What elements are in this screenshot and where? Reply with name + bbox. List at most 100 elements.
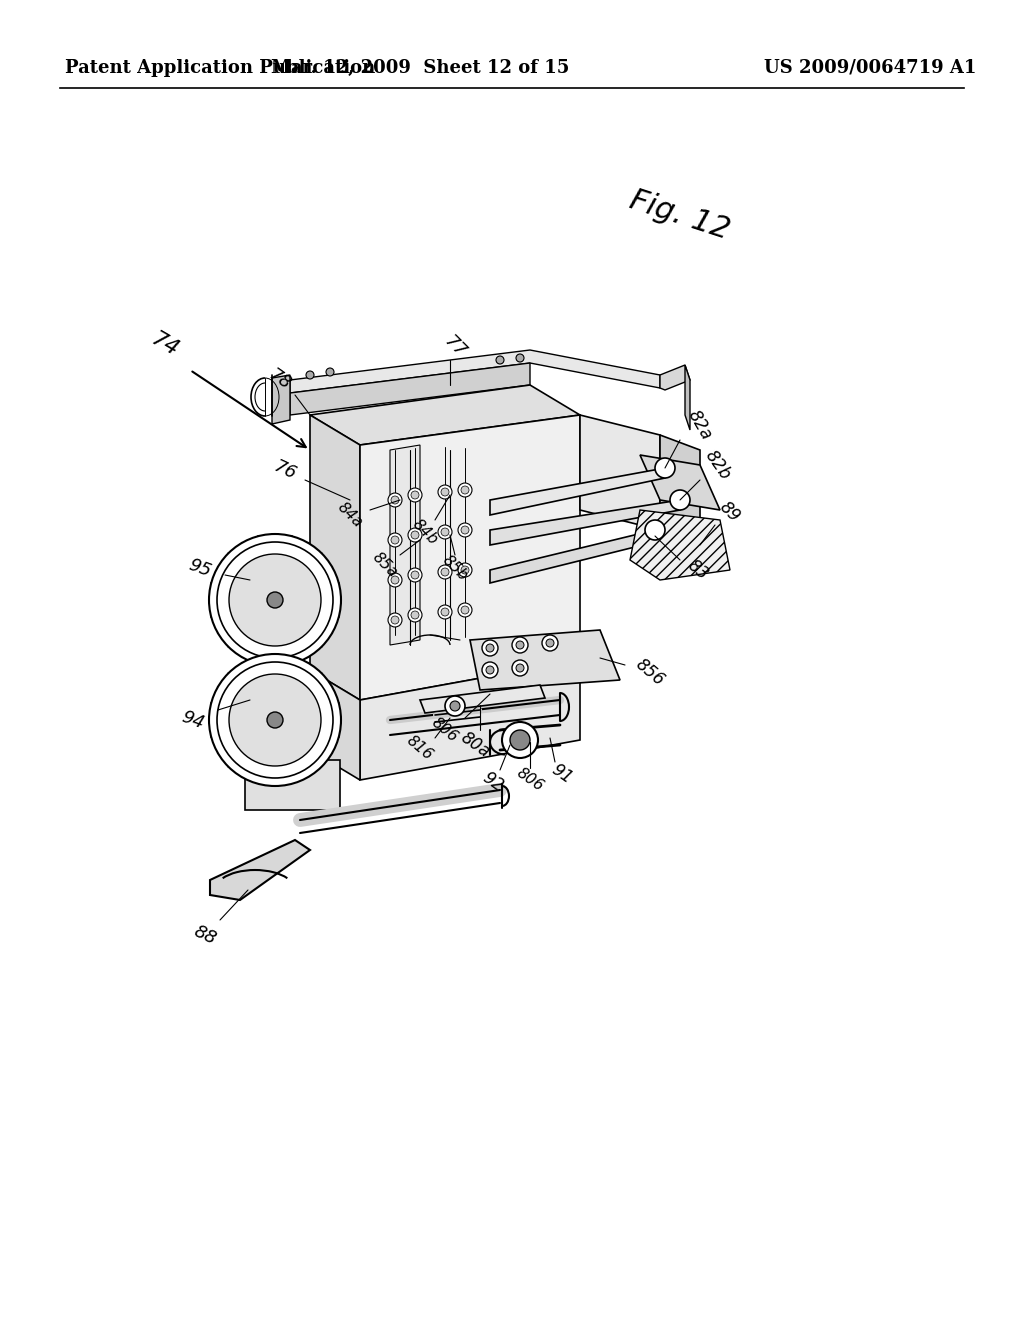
Circle shape [458, 603, 472, 616]
Circle shape [510, 730, 530, 750]
Circle shape [516, 642, 524, 649]
Circle shape [502, 722, 538, 758]
Circle shape [391, 496, 399, 504]
Polygon shape [360, 414, 580, 700]
Circle shape [461, 525, 469, 535]
Text: 806: 806 [514, 766, 546, 795]
Circle shape [391, 576, 399, 583]
Polygon shape [420, 685, 545, 713]
Polygon shape [630, 510, 730, 579]
Circle shape [438, 565, 452, 579]
Text: 78: 78 [265, 366, 295, 393]
Polygon shape [210, 840, 310, 900]
Text: US 2009/0064719 A1: US 2009/0064719 A1 [764, 59, 976, 77]
Circle shape [209, 653, 341, 785]
Text: 806: 806 [429, 715, 461, 746]
Circle shape [458, 523, 472, 537]
Circle shape [445, 696, 465, 715]
Circle shape [306, 371, 314, 379]
Text: 856: 856 [632, 655, 668, 689]
Circle shape [441, 568, 449, 576]
Circle shape [461, 566, 469, 574]
Circle shape [388, 573, 402, 587]
Polygon shape [290, 363, 530, 414]
Text: 92: 92 [479, 768, 507, 796]
Circle shape [411, 611, 419, 619]
Circle shape [408, 609, 422, 622]
Circle shape [408, 488, 422, 502]
Circle shape [512, 638, 528, 653]
Polygon shape [470, 630, 620, 690]
Circle shape [229, 554, 321, 645]
Circle shape [217, 663, 333, 777]
Polygon shape [490, 500, 680, 545]
Circle shape [391, 616, 399, 624]
Polygon shape [310, 385, 580, 445]
Text: 95: 95 [186, 556, 214, 581]
Polygon shape [660, 436, 700, 540]
Circle shape [408, 528, 422, 543]
Circle shape [450, 701, 460, 711]
Text: 89: 89 [716, 498, 743, 525]
Circle shape [267, 711, 283, 729]
Text: 82a: 82a [684, 407, 716, 444]
Circle shape [458, 483, 472, 498]
Circle shape [546, 639, 554, 647]
Circle shape [388, 533, 402, 546]
Text: 84b: 84b [410, 516, 440, 548]
Circle shape [516, 664, 524, 672]
Circle shape [229, 675, 321, 766]
Polygon shape [490, 531, 655, 583]
Text: 84a: 84a [335, 499, 366, 531]
Circle shape [438, 605, 452, 619]
Text: 85a: 85a [370, 549, 400, 581]
Circle shape [441, 528, 449, 536]
Text: Mar. 12, 2009  Sheet 12 of 15: Mar. 12, 2009 Sheet 12 of 15 [270, 59, 569, 77]
Circle shape [516, 354, 524, 362]
Circle shape [388, 492, 402, 507]
Polygon shape [310, 414, 360, 700]
Polygon shape [272, 375, 290, 424]
Circle shape [438, 525, 452, 539]
Circle shape [388, 612, 402, 627]
Circle shape [209, 535, 341, 667]
Text: 76: 76 [270, 457, 299, 483]
Circle shape [411, 531, 419, 539]
Text: 91: 91 [548, 760, 575, 788]
Circle shape [441, 488, 449, 496]
Circle shape [486, 644, 494, 652]
Circle shape [217, 543, 333, 657]
Text: 816: 816 [404, 733, 436, 763]
Polygon shape [360, 660, 580, 780]
Circle shape [391, 536, 399, 544]
Circle shape [512, 660, 528, 676]
Circle shape [267, 591, 283, 609]
Polygon shape [640, 455, 720, 510]
Text: 77: 77 [440, 333, 469, 362]
Circle shape [482, 640, 498, 656]
Circle shape [326, 368, 334, 376]
Polygon shape [245, 760, 340, 810]
Circle shape [655, 458, 675, 478]
Polygon shape [490, 469, 665, 515]
Polygon shape [310, 671, 360, 780]
Circle shape [408, 568, 422, 582]
Circle shape [461, 606, 469, 614]
Text: 83: 83 [684, 556, 712, 583]
Text: 85b: 85b [439, 552, 471, 583]
Polygon shape [290, 350, 660, 393]
Circle shape [461, 486, 469, 494]
Polygon shape [390, 445, 420, 645]
Text: 74: 74 [147, 329, 182, 360]
Text: 82b: 82b [701, 447, 734, 483]
Text: 88: 88 [190, 921, 219, 948]
Circle shape [645, 520, 665, 540]
Circle shape [438, 484, 452, 499]
Polygon shape [685, 366, 690, 430]
Polygon shape [660, 366, 690, 389]
Circle shape [411, 572, 419, 579]
Circle shape [542, 635, 558, 651]
Circle shape [496, 356, 504, 364]
Circle shape [670, 490, 690, 510]
Polygon shape [580, 414, 660, 531]
